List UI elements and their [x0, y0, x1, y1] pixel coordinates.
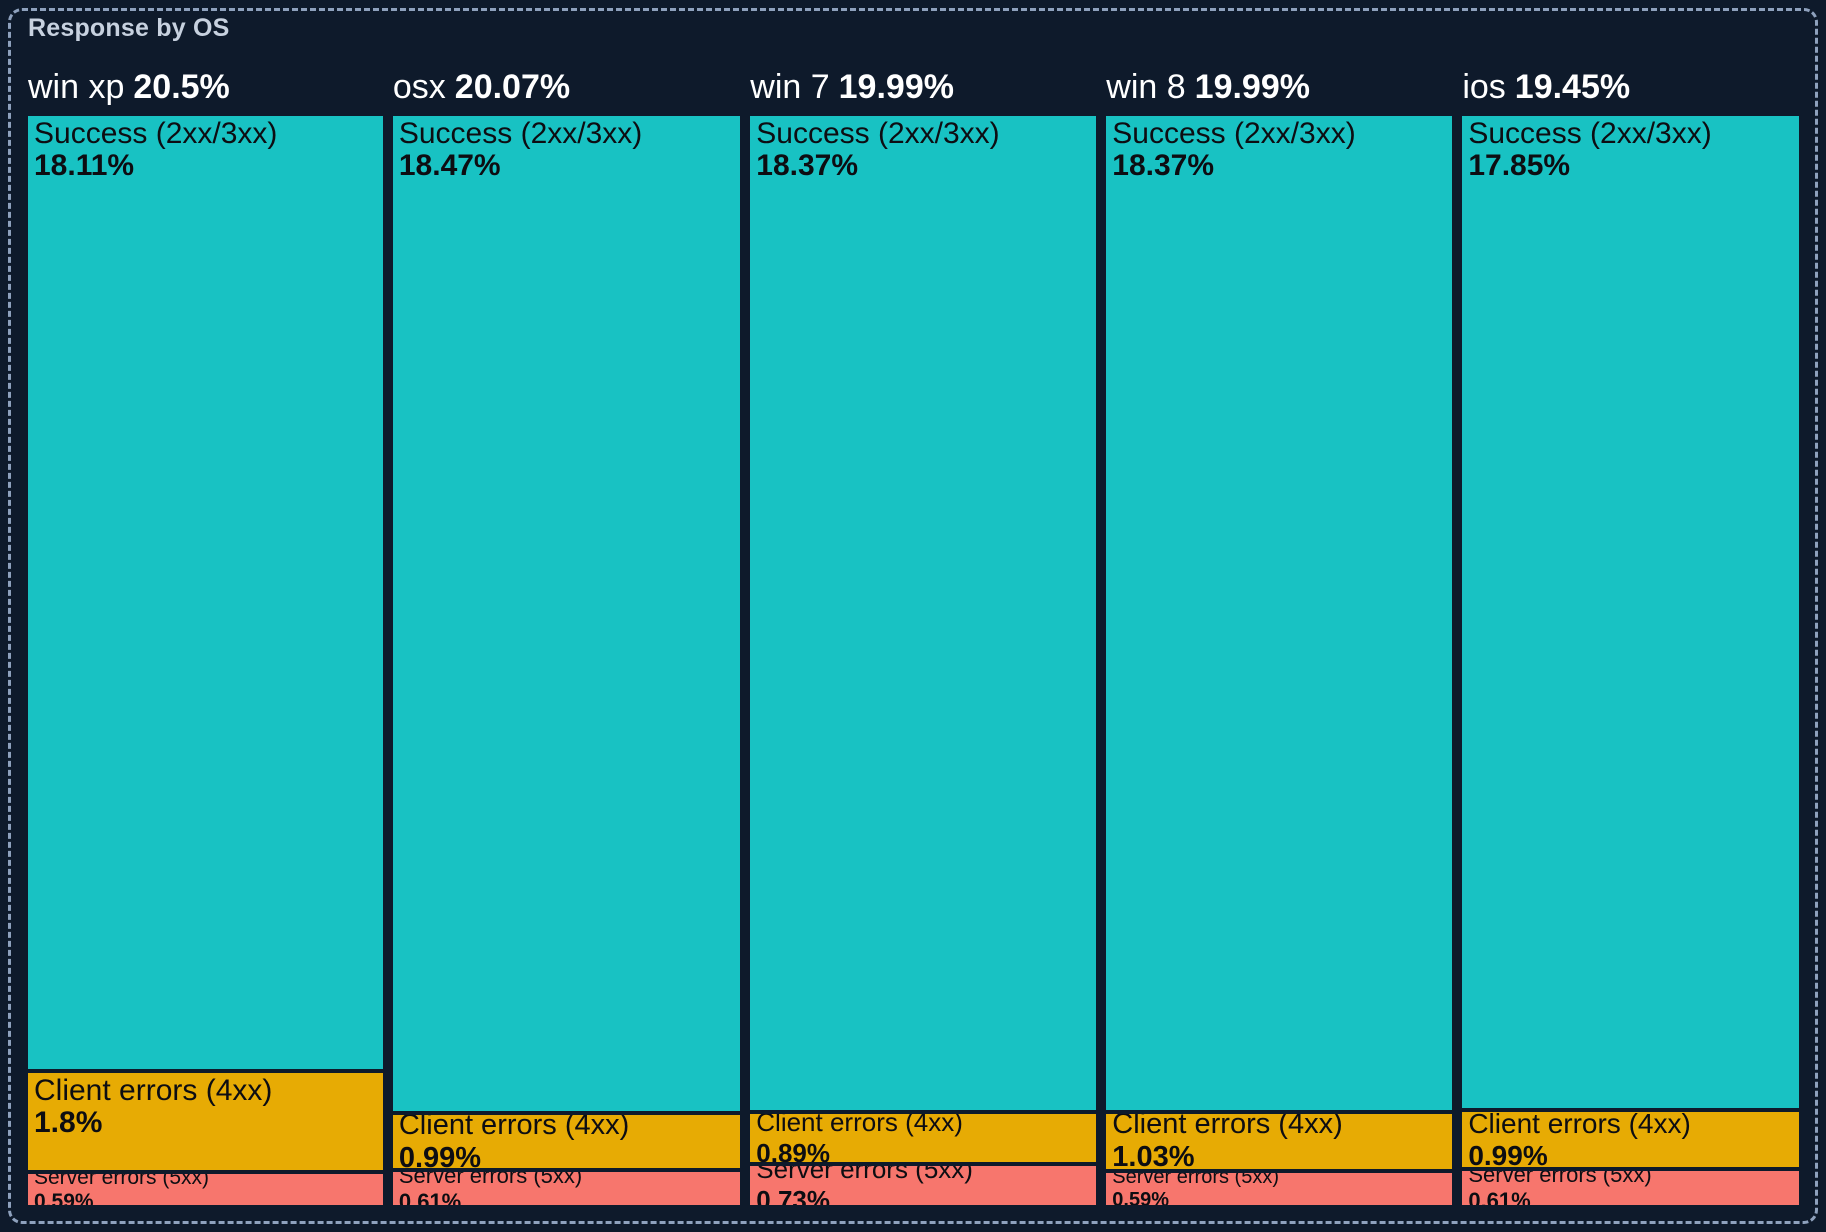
cell-label: Server errors (5xx) [1112, 1173, 1279, 1189]
cell-label: Success (2xx/3xx) [1112, 117, 1356, 150]
cell-win-8-server-errors-5xx[interactable]: Server errors (5xx) 0.59% [1106, 1173, 1453, 1205]
cell-value: 1.8% [34, 1106, 103, 1140]
os-column-osx: osx 20.07% Success (2xx/3xx) 18.47% Client … [392, 60, 741, 1205]
os-column-header-win-xp: win xp 20.5% [28, 60, 383, 116]
os-share-value: 19.99% [1194, 68, 1310, 106]
os-name-label: win xp [28, 68, 125, 106]
cell-value: 18.37% [756, 148, 859, 182]
cell-value: 0.59% [34, 1189, 94, 1206]
cell-label: Success (2xx/3xx) [1468, 117, 1712, 150]
os-column-header-win-8: win 8 19.99% [1106, 60, 1452, 116]
os-name-label: win 7 [750, 68, 830, 106]
cell-label: Success (2xx/3xx) [756, 117, 1000, 150]
cell-label: Client errors (4xx) [34, 1074, 273, 1108]
os-column-win-xp: win xp 20.5% Success (2xx/3xx) 18.11% Clien… [28, 60, 383, 1205]
os-name-label: osx [392, 68, 446, 106]
cell-label: Client errors (4xx) [1112, 1113, 1343, 1141]
os-column-header-ios: ios 19.45% [1462, 60, 1799, 116]
cell-ios-success-2xx-3xx[interactable]: Success (2xx/3xx) 17.85% [1462, 116, 1799, 1109]
cell-value: 0.73% [756, 1185, 830, 1206]
os-name-label: ios [1462, 68, 1506, 106]
cell-value: 18.47% [398, 148, 501, 182]
cell-label: Server errors (5xx) [1468, 1171, 1652, 1188]
cell-value: 0.61% [1468, 1188, 1531, 1205]
cell-ios-client-errors-4xx[interactable]: Client errors (4xx) 0.99% [1462, 1112, 1799, 1168]
cell-osx-success-2xx-3xx[interactable]: Success (2xx/3xx) 18.47% [392, 116, 741, 1111]
panel-title: Response by OS [28, 14, 230, 42]
cell-win-xp-server-errors-5xx[interactable]: Server errors (5xx) 0.59% [28, 1174, 383, 1205]
cell-label: Client errors (4xx) [398, 1114, 630, 1141]
cell-value: 0.61% [398, 1188, 462, 1205]
os-segments-win-8: Success (2xx/3xx) 18.37% Client errors (4… [1106, 116, 1453, 1205]
cell-label: Server errors (5xx) [756, 1165, 973, 1185]
os-share-value: 20.5% [133, 68, 230, 106]
cell-value: 0.59% [1112, 1189, 1170, 1205]
os-share-value: 20.07% [454, 68, 571, 106]
cell-osx-server-errors-5xx[interactable]: Server errors (5xx) 0.61% [392, 1172, 741, 1205]
cell-osx-client-errors-4xx[interactable]: Client errors (4xx) 0.99% [392, 1114, 741, 1169]
os-share-value: 19.99% [838, 68, 954, 106]
cell-value: 18.37% [1112, 148, 1215, 182]
cell-value: 0.99% [398, 1141, 482, 1169]
cell-value: 18.11% [34, 148, 135, 182]
cell-win-xp-client-errors-4xx[interactable]: Client errors (4xx) 1.8% [28, 1073, 383, 1170]
cell-label: Success (2xx/3xx) [34, 117, 278, 150]
os-column-win-8: win 8 19.99% Success (2xx/3xx) 18.37% Clien… [1106, 60, 1453, 1205]
os-column-win-7: win 7 19.99% Success (2xx/3xx) 18.37% Clien… [750, 60, 1097, 1206]
os-column-ios: ios 19.45% Success (2xx/3xx) 17.85% Client … [1462, 60, 1799, 1205]
cell-label: Success (2xx/3xx) [398, 117, 643, 150]
cell-label: Client errors (4xx) [1468, 1112, 1691, 1139]
cell-win-7-client-errors-4xx[interactable]: Client errors (4xx) 0.89% [750, 1113, 1097, 1162]
cell-label: Server errors (5xx) [398, 1172, 583, 1188]
cell-win-8-success-2xx-3xx[interactable]: Success (2xx/3xx) 18.37% [1106, 116, 1453, 1110]
cell-value: 17.85% [1468, 148, 1571, 182]
cell-value: 0.89% [756, 1137, 830, 1162]
cell-label: Server errors (5xx) [34, 1174, 210, 1189]
cell-value: 0.99% [1468, 1139, 1548, 1168]
cell-win-7-success-2xx-3xx[interactable]: Success (2xx/3xx) 18.37% [750, 116, 1097, 1110]
os-segments-win-xp: Success (2xx/3xx) 18.11% Client errors (4… [28, 116, 383, 1205]
cell-ios-server-errors-5xx[interactable]: Server errors (5xx) 0.61% [1462, 1171, 1799, 1205]
os-segments-win-7: Success (2xx/3xx) 18.37% Client errors (4… [750, 116, 1097, 1206]
os-share-value: 19.45% [1514, 68, 1631, 106]
cell-label: Client errors (4xx) [756, 1113, 963, 1137]
cell-value: 1.03% [1112, 1141, 1195, 1170]
cell-win-8-client-errors-4xx[interactable]: Client errors (4xx) 1.03% [1106, 1113, 1453, 1170]
cell-win-xp-success-2xx-3xx[interactable]: Success (2xx/3xx) 18.11% [28, 116, 383, 1070]
os-segments-ios: Success (2xx/3xx) 17.85% Client errors (4… [1462, 116, 1799, 1205]
os-column-header-osx: osx 20.07% [393, 60, 740, 116]
os-name-label: win 8 [1106, 68, 1186, 106]
cell-win-7-server-errors-5xx[interactable]: Server errors (5xx) 0.73% [750, 1165, 1097, 1206]
treemap-chart: win xp 20.5% Success (2xx/3xx) 18.11% Clien… [28, 60, 1799, 1206]
os-column-header-win-7: win 7 19.99% [750, 60, 1096, 116]
os-segments-osx: Success (2xx/3xx) 18.47% Client errors (4… [392, 116, 741, 1205]
